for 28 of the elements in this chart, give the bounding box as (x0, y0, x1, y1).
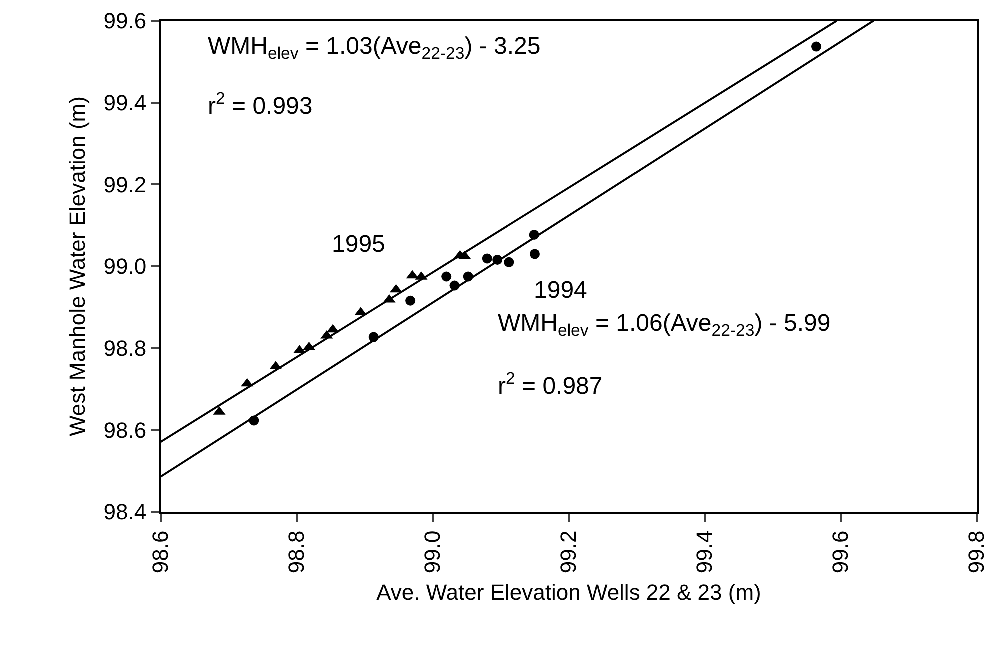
point (406, 296, 416, 306)
y-tick-label: 98.8 (104, 336, 147, 362)
x-tick-label: 99.0 (420, 530, 446, 574)
annotation: WMH$_{elev}$ = 1.06(Ave$_{22-23}$) - 5.99 (498, 310, 831, 340)
x-tick-label: 99.8 (964, 530, 990, 574)
point (812, 42, 822, 52)
annotation: WMH$_{elev}$ = 1.03(Ave$_{22-23}$) - 3.25 (208, 33, 541, 64)
x-tick-label: 99.2 (556, 530, 582, 574)
annotation: 1994 (534, 277, 588, 304)
y-tick-label: 99.0 (104, 254, 147, 280)
y-tick-label: 99.6 (104, 8, 147, 34)
annotation: r$^{2}$ = 0.993 (208, 89, 313, 120)
point (482, 254, 492, 264)
x-tick-label: 98.8 (284, 530, 310, 574)
point (530, 249, 540, 260)
y-tick-label: 98.6 (104, 418, 147, 443)
y-tick-label: 99.2 (104, 172, 147, 198)
y-tick-label: 99.4 (104, 90, 147, 116)
y-tick-label: 98.4 (104, 500, 147, 525)
x-tick-label: 99.6 (828, 530, 854, 574)
x-tick-label: 98.6 (148, 530, 174, 574)
x-axis-title: Ave. Water Elevation Wells 22 & 23 (m) (376, 580, 762, 606)
x-tick-label: 99.4 (692, 530, 718, 574)
point (442, 272, 452, 282)
annotation: r$^{2}$ = 0.987 (498, 369, 603, 400)
point (504, 257, 514, 268)
y-axis-title: West Manhole Water Elevation (m) (65, 96, 90, 436)
annotation: 1995 (332, 231, 386, 258)
